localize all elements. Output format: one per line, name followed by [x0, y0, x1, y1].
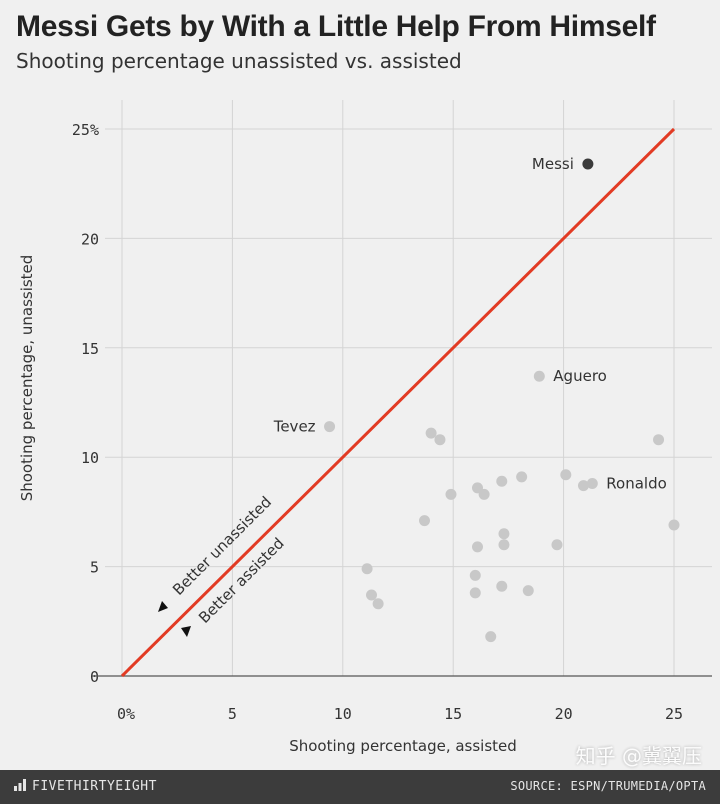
y-axis-title: Shooting percentage, unassisted [18, 255, 36, 502]
data-point [551, 539, 563, 551]
scatter-chart: 0% 5 10 15 20 25 0 5 10 15 20 25% Shooting percentag… [18, 100, 712, 755]
data-point [653, 434, 665, 446]
chart-title: Messi Gets by With a Little Help From Hi… [16, 10, 656, 43]
data-point [372, 598, 384, 610]
data-point [498, 539, 510, 551]
arrow-down-icon [181, 626, 191, 637]
data-point [496, 580, 508, 592]
data-point [469, 569, 481, 581]
x-axis-title: Shooting percentage, assisted [289, 737, 517, 755]
data-point [471, 541, 483, 553]
data-point [418, 515, 430, 527]
axes: 0% 5 10 15 20 25 0 5 10 15 20 25% Shooting percentag… [18, 121, 712, 755]
point-label-ronaldo: Ronaldo [606, 474, 667, 492]
data-point [516, 471, 528, 483]
data-point [478, 488, 490, 500]
y-tick-label: 0 [90, 668, 99, 686]
data-point [498, 528, 510, 540]
data-point [469, 587, 481, 599]
point-messi [582, 158, 594, 170]
data-point [485, 631, 497, 643]
data-point [496, 475, 508, 487]
diagonal-line [120, 127, 676, 678]
data-points: Messi Aguero Tevez Ronaldo [273, 155, 680, 643]
y-tick-label: 20 [81, 230, 99, 248]
brand-name: FIVETHIRTYEIGHT [32, 779, 157, 794]
source-note: SOURCE: ESPN/TRUMEDIA/OPTA [510, 779, 706, 793]
brand-logo-icon [14, 779, 26, 791]
grid [105, 100, 712, 676]
x-tick-label: 10 [334, 705, 352, 723]
data-point [445, 488, 457, 500]
x-tick-label: 20 [555, 705, 573, 723]
data-point [361, 563, 373, 575]
data-point [577, 480, 589, 492]
x-tick-label: 5 [228, 705, 237, 723]
data-point [366, 589, 378, 601]
data-point [434, 434, 446, 446]
footer-bar: 知乎 @冀翼压 FIVETHIRTYEIGHT SOURCE: ESPN/TRU… [0, 744, 720, 804]
watermark: 知乎 @冀翼压 [575, 744, 702, 768]
data-point [560, 469, 572, 481]
point-label-messi: Messi [532, 155, 574, 173]
arrow-up-icon [158, 601, 168, 612]
data-point [668, 519, 680, 531]
y-tick-label: 25% [72, 121, 99, 139]
point-label-tevez: Tevez [273, 418, 316, 436]
data-point [522, 585, 534, 597]
y-tick-label: 5 [90, 559, 99, 577]
point-tevez [324, 421, 336, 433]
data-point [425, 427, 437, 439]
y-tick-label: 10 [81, 449, 99, 467]
x-tick-label: 25 [665, 705, 683, 723]
reference-diagonal [120, 127, 676, 678]
y-tick-label: 15 [81, 340, 99, 358]
point-aguero [533, 370, 545, 382]
annotation-better-unassisted: Better unassisted [169, 493, 275, 599]
point-label-aguero: Aguero [553, 367, 607, 385]
x-tick-label: 0% [117, 705, 135, 723]
brand: FIVETHIRTYEIGHT [14, 779, 157, 794]
point-ronaldo [586, 477, 598, 489]
x-tick-label: 15 [444, 705, 462, 723]
chart-subtitle: Shooting percentage unassisted vs. assis… [16, 49, 462, 73]
